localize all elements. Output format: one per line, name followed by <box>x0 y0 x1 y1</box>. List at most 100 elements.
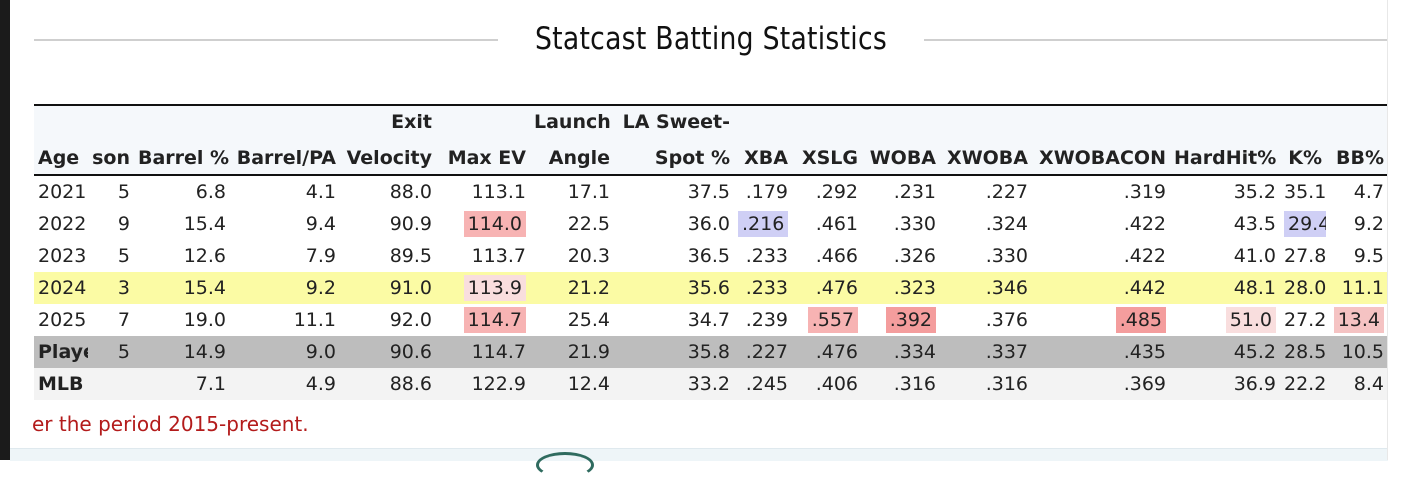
col-header-hardhit-pct[interactable]: HardHit% <box>1170 138 1280 176</box>
cell-value: 35.6 <box>687 277 730 299</box>
col-header-xslg[interactable]: XSLG <box>792 138 862 176</box>
cell-value: .233 <box>745 245 788 267</box>
cell-season-age: 2022 <box>34 208 88 240</box>
cell-max-ev: 114.7 <box>436 304 530 336</box>
cell-hardhit-pct: 45.2 <box>1170 336 1280 368</box>
cell-value: 2025 <box>38 309 87 331</box>
col-header-exit-velocity[interactable]: Velocity <box>340 138 436 176</box>
cell-barrel-pct: 6.8 <box>134 175 230 208</box>
cell-value: 36.5 <box>687 245 730 267</box>
cell-barrel-per-pa: 7.9 <box>230 240 340 272</box>
cell-hardhit-pct: 36.9 <box>1170 368 1280 400</box>
cell-value: .326 <box>893 245 936 267</box>
table-row: MLB 7.1 4.9 88.6 122.9 12.4 33.2 .245 .406 .316 .3… <box>34 368 1388 400</box>
cell-value: 27.8 <box>1284 245 1326 267</box>
cell-season-age: 2025 <box>34 304 88 336</box>
cell-exit-velocity: 90.9 <box>340 208 436 240</box>
col-header-xba[interactable]: XBA <box>734 138 792 176</box>
cell-value: 2022 <box>38 213 87 235</box>
cell-max-ev: 114.7 <box>436 336 530 368</box>
cell-value: 21.2 <box>567 277 610 299</box>
cell-value: 113.7 <box>471 245 526 267</box>
cell-hardhit-pct: 41.0 <box>1170 240 1280 272</box>
section-header: Statcast Batting Statistics <box>34 16 1388 62</box>
scrollbar-track[interactable] <box>1387 0 1402 460</box>
cell-launch-angle: 22.5 <box>530 208 614 240</box>
cell-k-pct: 35.1 <box>1280 175 1326 208</box>
cell-value: 41.0 <box>1233 245 1276 267</box>
col-header-max-ev[interactable]: Max EV <box>436 138 530 176</box>
cell-xba: .179 <box>734 175 792 208</box>
cell-value: .216 <box>738 211 789 237</box>
col-header-season[interactable]: son <box>88 138 134 176</box>
cell-value: 89.5 <box>389 245 432 267</box>
cell-barrel-per-pa: 11.1 <box>230 304 340 336</box>
cell-value: 7.1 <box>195 373 226 395</box>
cell-season-age: 2023 <box>34 240 88 272</box>
cell-exit-velocity: 91.0 <box>340 272 436 304</box>
cell-exit-velocity: 88.6 <box>340 368 436 400</box>
cell-bb-pct: 8.4 <box>1326 368 1388 400</box>
cell-exit-velocity: 89.5 <box>340 240 436 272</box>
cell-value: .292 <box>815 181 858 203</box>
col-header-barrel-per-pa[interactable]: Barrel/PA <box>230 138 340 176</box>
col-header-k-pct[interactable]: K% <box>1280 138 1326 176</box>
cell-xslg: .406 <box>792 368 862 400</box>
table-row: 2021 5 6.8 4.1 88.0 113.1 17.1 37.5 .179 .292 .231… <box>34 175 1388 208</box>
cell-barrel-per-pa: 4.9 <box>230 368 340 400</box>
cell-max-ev: 122.9 <box>436 368 530 400</box>
cell-value: 36.9 <box>1233 373 1276 395</box>
col-header-top-barrel-pct <box>134 105 230 138</box>
cell-barrel-per-pa: 9.4 <box>230 208 340 240</box>
col-header-bb-pct[interactable]: BB% <box>1326 138 1388 176</box>
col-header-xwobacon[interactable]: XWOBACON <box>1032 138 1170 176</box>
col-header-xwoba[interactable]: XWOBA <box>940 138 1032 176</box>
col-header-season-age[interactable]: Age <box>34 138 88 176</box>
cell-woba: .316 <box>862 368 940 400</box>
cell-launch-angle: 21.2 <box>530 272 614 304</box>
col-header-barrel-pct[interactable]: Barrel % <box>134 138 230 176</box>
cell-hardhit-pct: 51.0 <box>1170 304 1280 336</box>
col-header-woba[interactable]: WOBA <box>862 138 940 176</box>
cell-value: 2023 <box>38 245 87 267</box>
cell-launch-angle: 20.3 <box>530 240 614 272</box>
cell-la-sweet-spot: 37.5 <box>614 175 734 208</box>
cell-value: 91.0 <box>389 277 432 299</box>
cell-exit-velocity: 90.6 <box>340 336 436 368</box>
cell-barrel-pct: 12.6 <box>134 240 230 272</box>
cell-season: 3 <box>88 272 134 304</box>
cell-value: .227 <box>745 341 788 363</box>
cell-season-age: 2021 <box>34 175 88 208</box>
cell-value: .346 <box>985 277 1028 299</box>
col-header-top-bb-pct <box>1326 105 1388 138</box>
cell-xba: .227 <box>734 336 792 368</box>
cell-value: 6.8 <box>195 181 226 203</box>
cell-value: 35.1 <box>1284 181 1326 203</box>
cell-value: .406 <box>815 373 858 395</box>
cell-barrel-pct: 19.0 <box>134 304 230 336</box>
cell-season: 5 <box>88 175 134 208</box>
cell-max-ev: 113.9 <box>436 272 530 304</box>
cell-value: .422 <box>1123 213 1166 235</box>
cell-value: .422 <box>1123 245 1166 267</box>
col-header-la-sweet-spot[interactable]: Spot % <box>614 138 734 176</box>
cell-la-sweet-spot: 36.0 <box>614 208 734 240</box>
col-header-top-exit-velocity: Exit <box>391 111 432 133</box>
cell-bb-pct: 13.4 <box>1326 304 1388 336</box>
cell-value: .442 <box>1123 277 1166 299</box>
cell-value: 5 <box>117 341 130 363</box>
cell-xwoba: .337 <box>940 336 1032 368</box>
cell-value: 14.9 <box>183 341 226 363</box>
col-header-top-la-sweet-spot: LA Sweet- <box>622 111 730 133</box>
cell-la-sweet-spot: 34.7 <box>614 304 734 336</box>
col-header-launch-angle[interactable]: Angle <box>530 138 614 176</box>
cell-max-ev: 113.7 <box>436 240 530 272</box>
cell-value: 92.0 <box>389 309 432 331</box>
col-header-top-hardhit-pct <box>1170 105 1280 138</box>
cell-value: 9.0 <box>305 341 336 363</box>
cell-value: .466 <box>815 245 858 267</box>
cell-la-sweet-spot: 35.8 <box>614 336 734 368</box>
cell-xwobacon: .442 <box>1032 272 1170 304</box>
cell-la-sweet-spot: 33.2 <box>614 368 734 400</box>
cell-value: 8.4 <box>1353 373 1384 395</box>
